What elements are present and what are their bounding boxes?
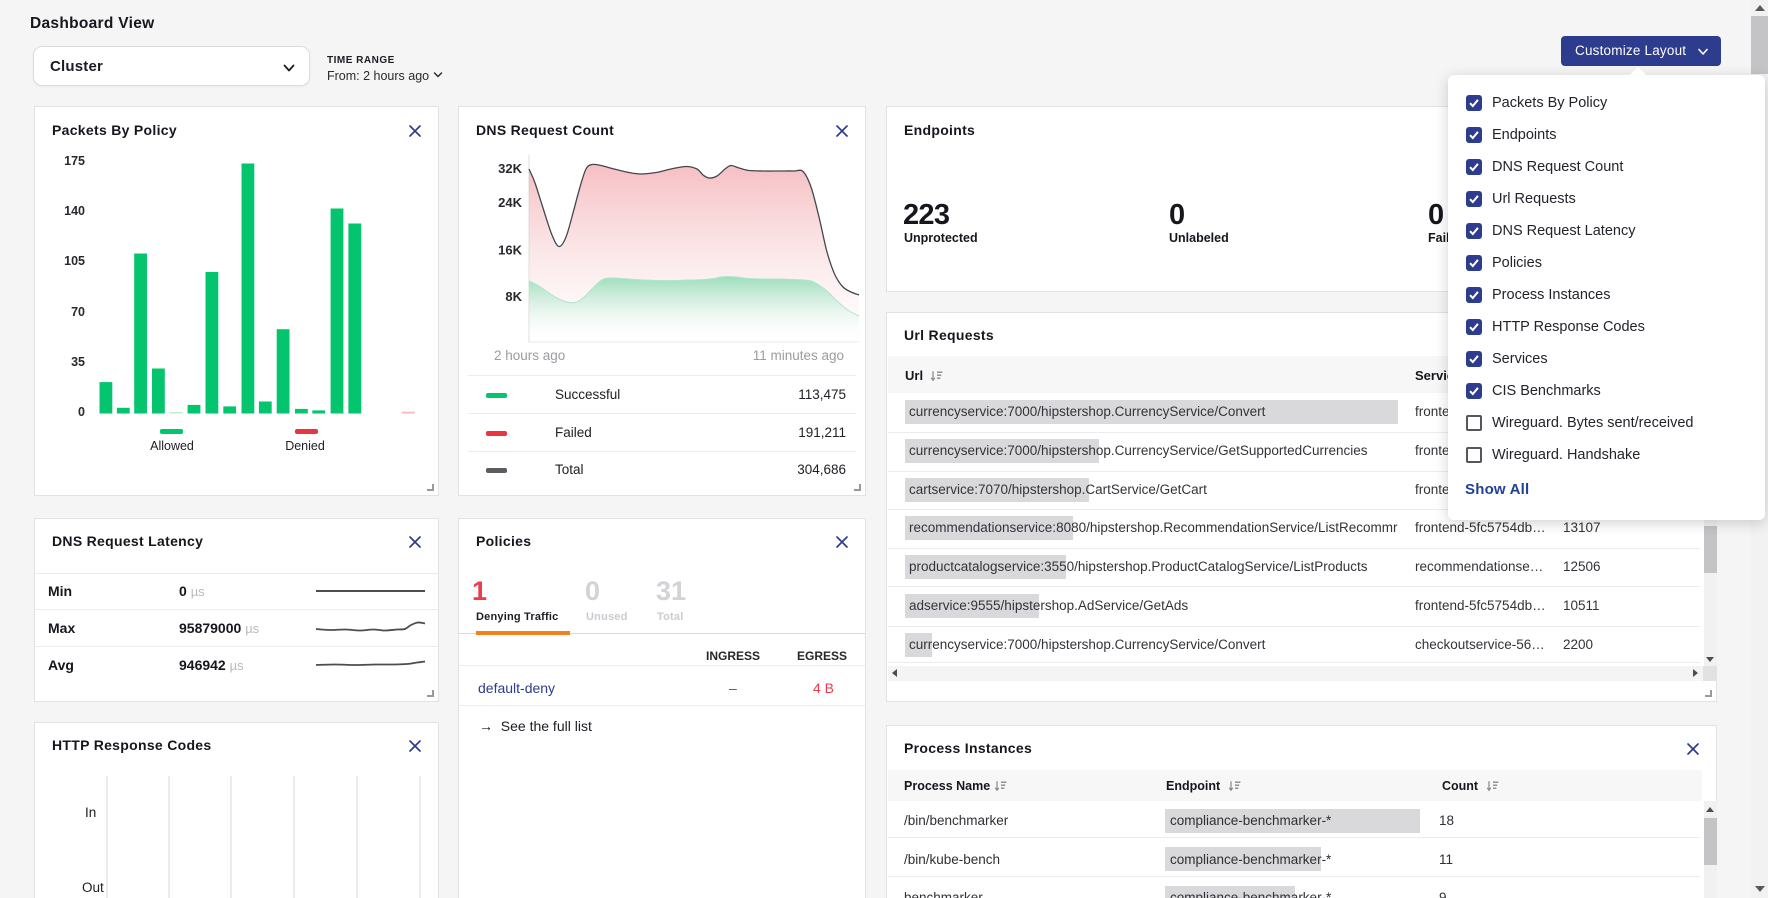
svg-text:2 hours ago: 2 hours ago xyxy=(494,348,565,363)
svg-text:105: 105 xyxy=(64,254,85,268)
svg-text:175: 175 xyxy=(64,154,85,168)
svg-text:16K: 16K xyxy=(498,243,522,258)
svg-text:8K: 8K xyxy=(505,289,522,304)
svg-text:35: 35 xyxy=(71,355,85,369)
svg-text:Allowed: Allowed xyxy=(150,439,194,453)
svg-text:Denied: Denied xyxy=(285,439,325,453)
svg-text:70: 70 xyxy=(71,305,85,319)
svg-text:140: 140 xyxy=(64,204,85,218)
svg-text:32K: 32K xyxy=(498,161,522,176)
svg-text:11 minutes ago: 11 minutes ago xyxy=(753,348,844,363)
svg-text:24K: 24K xyxy=(498,195,522,210)
svg-text:0: 0 xyxy=(78,405,85,419)
